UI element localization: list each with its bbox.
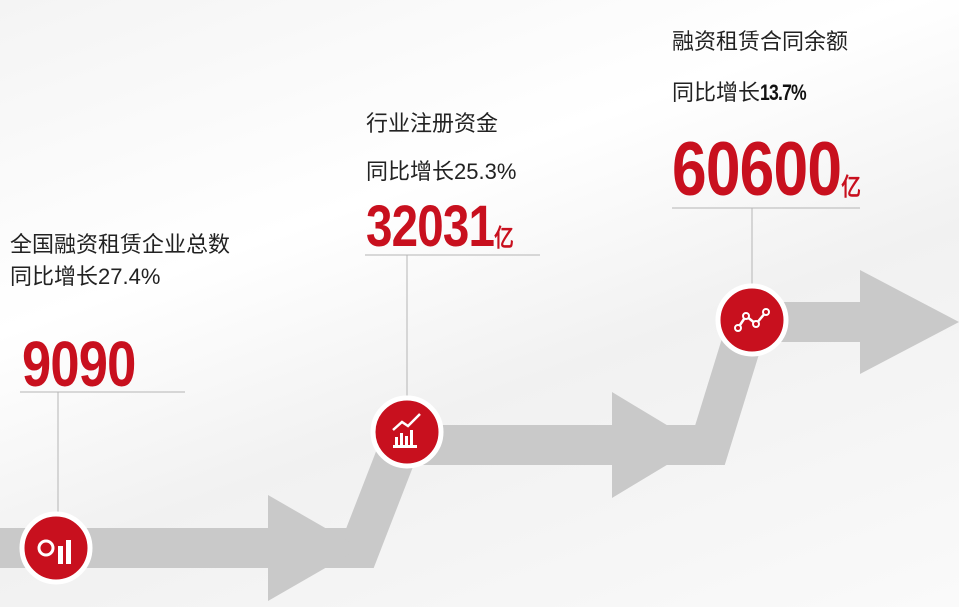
item-value: 60600 <box>672 127 842 212</box>
leader-lines <box>20 207 860 515</box>
growth-label: 同比增长 <box>10 264 99 289</box>
item-value: 32031 <box>366 194 495 259</box>
item-growth: 同比增长25.3% <box>366 161 516 183</box>
item-title: 融资租赁合同余额 <box>672 29 849 54</box>
growth-rate: 13.7% <box>760 80 807 105</box>
growth-label: 同比增长 <box>366 159 455 184</box>
item-value-line: 32031亿 <box>366 198 514 256</box>
growth-label: 同比增长 <box>672 80 761 105</box>
item-unit: 亿 <box>494 225 514 252</box>
icon-circle <box>19 511 93 585</box>
item-growth: 同比增长13.7% <box>672 82 817 104</box>
item-growth: 同比增长27.4% <box>10 266 160 288</box>
icon-circle <box>370 395 444 469</box>
item-title: 行业注册资金 <box>366 111 499 136</box>
icon-circle <box>715 283 789 357</box>
growth-rate: 27.4% <box>98 264 161 289</box>
arrow-heads <box>268 270 959 601</box>
item-unit: 亿 <box>841 174 861 201</box>
growth-rate: 25.3% <box>454 159 517 184</box>
item-value-line: 60600亿 <box>672 132 861 208</box>
item-value: 9090 <box>22 328 136 400</box>
item-title: 全国融资租赁企业总数 <box>10 232 231 257</box>
